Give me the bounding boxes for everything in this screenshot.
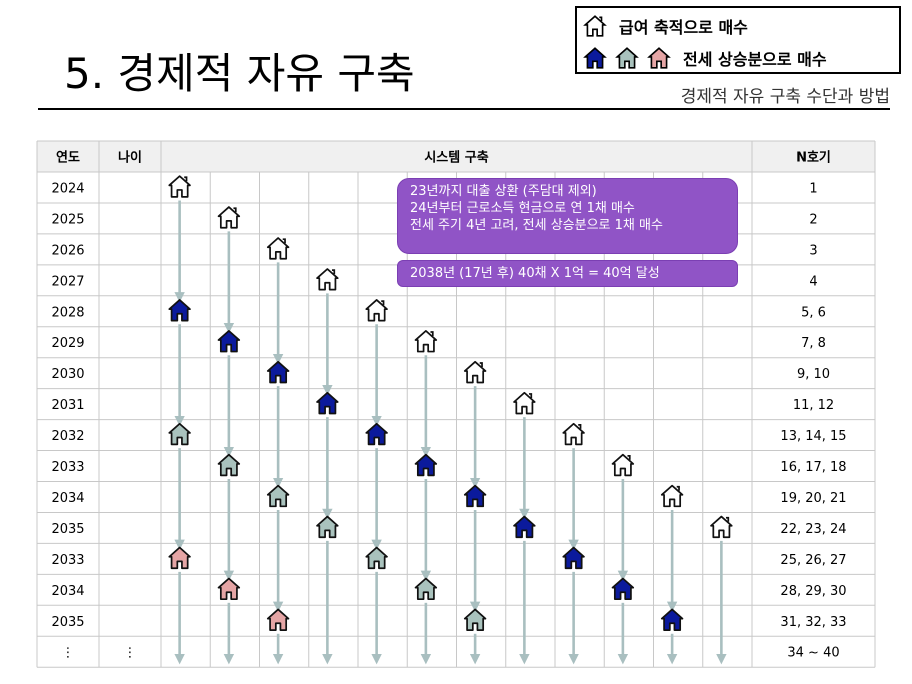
house-gray-icon: [615, 47, 639, 69]
house-navy-icon: [365, 422, 388, 446]
cell-year: 2032: [51, 429, 84, 444]
house-pink-icon: [168, 546, 191, 570]
legend-label-jeonse: 전세 상승분으로 매수: [683, 50, 827, 69]
house-outline-icon: [513, 391, 536, 415]
goal-callout: 2038년 (17년 후) 40채 X 1억 = 40억 달성: [397, 260, 738, 287]
house-gray-icon: [414, 577, 438, 601]
house-outline-icon: [266, 237, 290, 260]
cell-unit-count: 7, 8: [801, 336, 826, 351]
house-pink-icon: [647, 47, 671, 69]
cell-unit-count: 11, 12: [793, 398, 834, 413]
legend-label-salary: 급여 축적으로 매수: [619, 18, 748, 37]
cell-unit-count: 25, 26, 27: [780, 553, 846, 568]
house-gray-icon: [217, 453, 241, 477]
house-outline-icon: [316, 268, 339, 291]
cell-unit-count: 1: [809, 181, 817, 196]
house-gray-icon: [316, 515, 339, 539]
cell-year: 2030: [51, 367, 84, 382]
slide-subtitle: 경제적 자유 구축 수단과 방법: [680, 87, 890, 107]
cell-year: 2024: [51, 181, 84, 196]
house-navy-icon: [583, 47, 607, 69]
house-gray-icon: [365, 546, 388, 570]
house-outline-icon: [365, 299, 388, 322]
cell-unit-count: 19, 20, 21: [780, 491, 846, 506]
cell-unit-count: 16, 17, 18: [780, 460, 846, 475]
cell-unit-count: 2: [809, 212, 817, 227]
cell-year: 2029: [51, 336, 84, 351]
plan-line-3: 전세 주기 4년 고려, 전세 상승분으로 1채 매수: [410, 218, 663, 233]
cell-year: 2034: [51, 491, 84, 506]
plan-line-2: 24년부터 근로소득 현금으로 연 1채 매수: [410, 201, 635, 216]
house-outline-icon: [660, 484, 684, 508]
house-outline-icon: [463, 360, 487, 384]
cell-unit-count: 9, 10: [797, 367, 830, 382]
legend-item-jeonse: 전세 상승분으로 매수: [581, 43, 827, 73]
cell-unit-count: 22, 23, 24: [780, 522, 846, 537]
house-navy-icon: [217, 330, 241, 353]
house-navy-icon: [513, 515, 536, 539]
house-outline-icon: [562, 422, 585, 446]
house-gray-icon: [266, 484, 290, 508]
header-unit-count: N호기: [796, 151, 831, 166]
cell-unit-count: 5, 6: [801, 305, 826, 320]
cell-year: 2035: [51, 615, 84, 630]
cell-unit-count: 31, 32, 33: [780, 615, 846, 630]
legend-item-salary: 급여 축적으로 매수: [581, 11, 748, 41]
house-navy-icon: [316, 391, 339, 415]
house-gray-icon: [463, 608, 487, 631]
house-outline-icon: [710, 515, 733, 539]
cell-year: 2033: [51, 460, 84, 475]
house-gray-icon: [168, 422, 191, 446]
cell-year: 2027: [51, 274, 84, 289]
house-outline-icon: [583, 15, 607, 37]
cell-age: ⋮: [124, 646, 137, 661]
house-navy-icon: [168, 299, 191, 322]
house-navy-icon: [562, 546, 585, 570]
cell-year: ⋮: [62, 646, 75, 661]
cell-year: 2028: [51, 305, 84, 320]
cell-unit-count: 34 ~ 40: [787, 646, 839, 661]
cell-unit-count: 3: [809, 243, 817, 258]
cell-year: 2033: [51, 553, 84, 568]
house-outline-icon: [168, 175, 191, 198]
table-header-bg: [37, 141, 875, 172]
house-navy-icon: [660, 608, 684, 631]
cell-unit-count: 4: [809, 274, 817, 289]
house-outline-icon: [414, 330, 438, 353]
house-pink-icon: [266, 608, 290, 631]
legend-box: 급여 축적으로 매수 전세 상승분으로 매수: [575, 6, 901, 74]
header-system: 시스템 구축: [424, 150, 488, 166]
cell-year: 2035: [51, 522, 84, 537]
house-outline-icon: [611, 453, 635, 477]
header-age: 나이: [118, 150, 142, 166]
house-navy-icon: [266, 360, 290, 384]
cell-year: 2026: [51, 243, 84, 258]
house-navy-icon: [463, 484, 487, 508]
plan-callout: 23년까지 대출 상환 (주담대 제외) 24년부터 근로소득 현금으로 연 1…: [397, 178, 738, 254]
house-outline-icon: [217, 206, 241, 229]
plan-line-1: 23년까지 대출 상환 (주담대 제외): [410, 184, 597, 199]
header-year: 연도: [56, 151, 80, 166]
cell-year: 2025: [51, 212, 84, 227]
title-underline: [38, 108, 890, 110]
house-navy-icon: [611, 577, 635, 601]
cell-year: 2034: [51, 584, 84, 599]
cell-unit-count: 28, 29, 30: [780, 584, 846, 599]
house-navy-icon: [414, 453, 438, 477]
house-pink-icon: [217, 577, 241, 601]
goal-line: 2038년 (17년 후) 40채 X 1억 = 40억 달성: [410, 266, 660, 281]
slide-title: 5. 경제적 자유 구축: [64, 49, 415, 98]
cell-year: 2031: [51, 398, 84, 413]
cell-unit-count: 13, 14, 15: [780, 429, 846, 444]
